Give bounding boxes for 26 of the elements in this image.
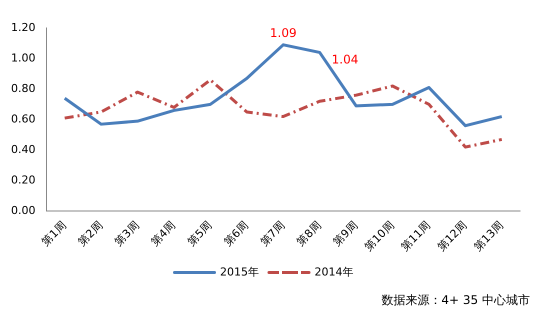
x-tick-label: 第3周 [112, 218, 142, 249]
line-series [63, 78, 504, 149]
legend-label: 2015年 [220, 265, 260, 278]
x-tick-label: 第9周 [330, 218, 360, 249]
y-tick-label: 0.80 [10, 82, 36, 95]
y-tick-label: 0.60 [10, 112, 36, 126]
y-tick-label: 1.00 [10, 51, 36, 64]
x-tick-label: 第5周 [184, 218, 215, 249]
x-tick-label: 第13周 [471, 218, 506, 254]
data-label: 1.04 [332, 52, 358, 67]
y-tick-label: 0.40 [10, 143, 36, 156]
y-tick-label: 0.00 [10, 204, 36, 218]
y-tick-label: 1.20 [10, 20, 36, 34]
source-note: 数据来源：4+ 35 中心城市 [380, 292, 530, 309]
legend-label: 2014年 [314, 265, 354, 278]
y-tick-label: 0.20 [10, 174, 36, 187]
x-tick-label: 第4周 [148, 218, 178, 249]
x-tick-label: 第7周 [258, 218, 288, 249]
x-tick-label: 第10周 [362, 218, 397, 254]
x-tick-label: 第8周 [294, 218, 324, 249]
x-tick-label: 第2周 [76, 218, 106, 249]
x-tick-label: 第6周 [221, 218, 251, 249]
x-tick-label: 第1周 [39, 218, 69, 249]
x-tick-label: 第11周 [398, 218, 434, 254]
x-tick-label: 第12周 [434, 218, 470, 254]
data-label: 1.09 [270, 26, 297, 40]
